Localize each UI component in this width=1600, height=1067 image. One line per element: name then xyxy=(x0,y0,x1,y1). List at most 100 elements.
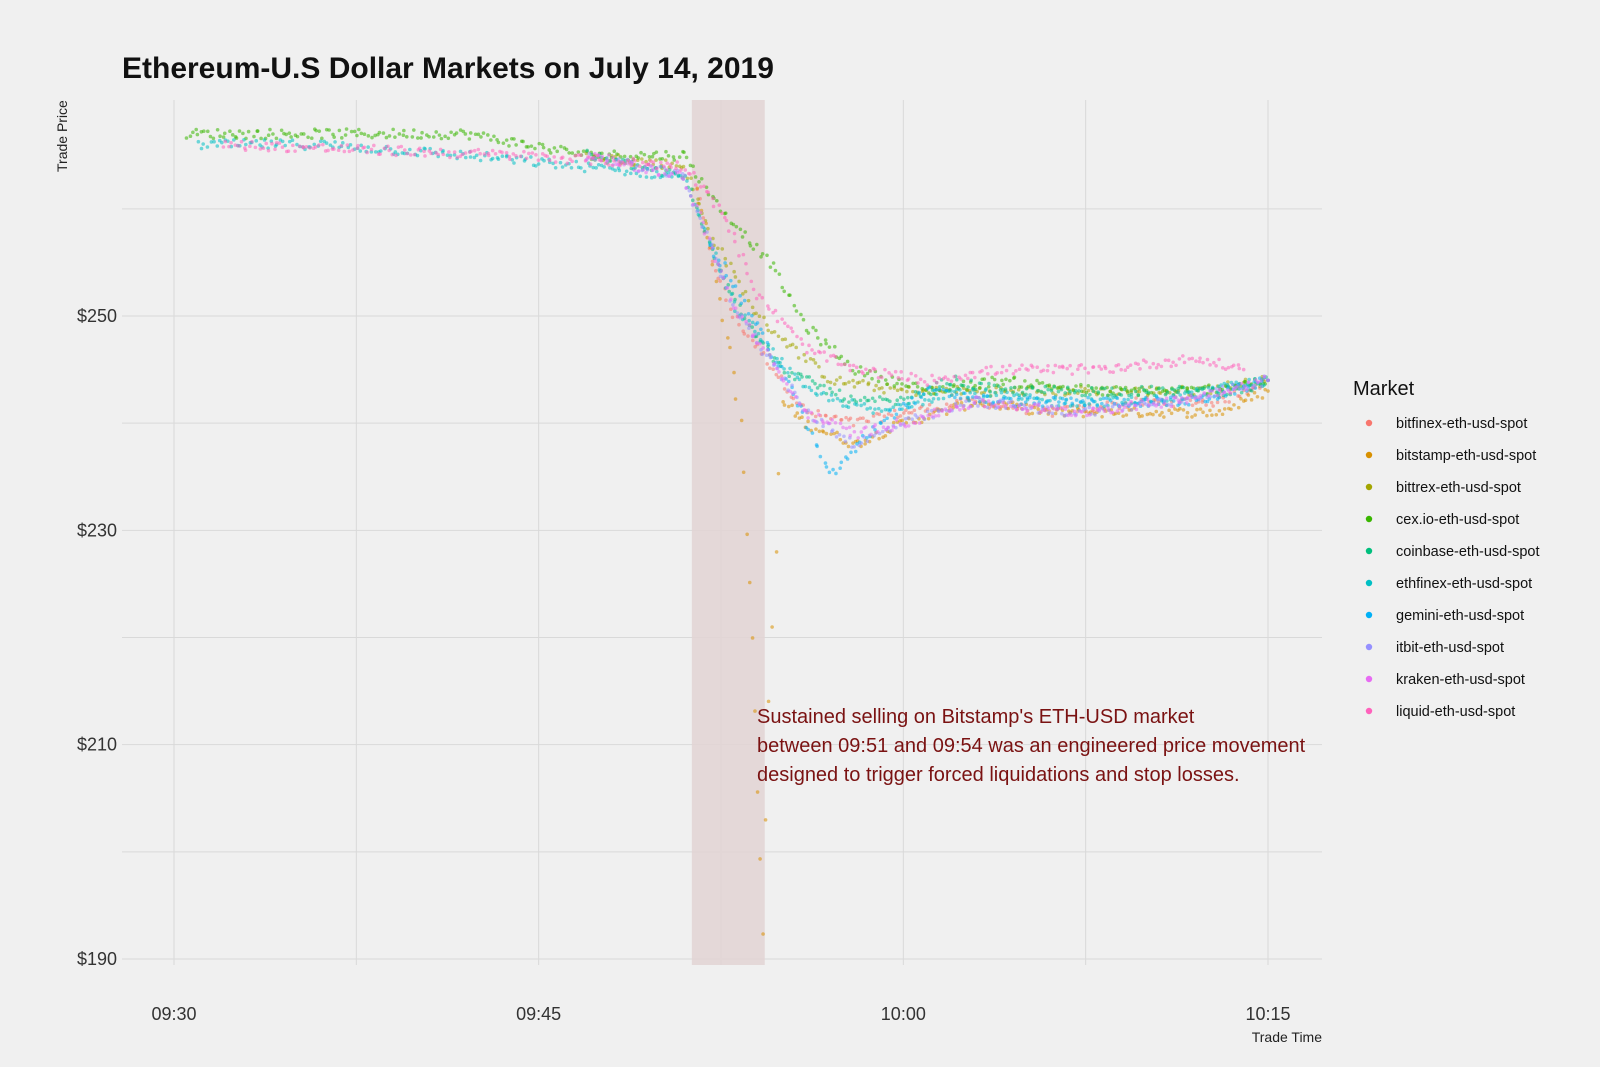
data-point xyxy=(716,246,720,251)
data-point xyxy=(853,372,857,376)
data-point xyxy=(918,377,923,382)
data-point xyxy=(873,367,877,372)
data-point xyxy=(431,135,436,139)
data-point xyxy=(843,381,848,386)
data-point xyxy=(328,143,333,147)
data-point xyxy=(1171,360,1175,365)
data-point xyxy=(1193,396,1197,401)
data-point xyxy=(246,129,251,134)
data-point xyxy=(818,350,823,355)
data-point xyxy=(644,175,649,179)
data-point xyxy=(782,289,787,294)
data-point xyxy=(858,416,863,421)
data-point xyxy=(1210,385,1215,390)
data-point xyxy=(716,262,721,267)
data-point xyxy=(973,375,977,380)
data-point xyxy=(958,396,963,401)
data-point xyxy=(336,148,341,153)
data-point xyxy=(362,132,367,137)
data-point xyxy=(723,261,727,265)
data-point xyxy=(768,355,773,360)
data-point xyxy=(700,225,704,229)
data-point xyxy=(828,354,833,358)
data-point xyxy=(1242,384,1247,389)
data-point xyxy=(1220,412,1225,417)
data-point xyxy=(769,330,774,335)
data-point xyxy=(809,410,814,415)
data-point xyxy=(806,408,811,413)
data-point xyxy=(1201,410,1205,415)
data-point xyxy=(685,179,689,183)
data-point xyxy=(1157,386,1161,391)
data-point xyxy=(317,129,322,133)
data-point xyxy=(652,175,657,179)
data-point xyxy=(1149,390,1154,395)
data-point xyxy=(1086,383,1091,388)
data-point xyxy=(522,149,526,154)
data-point xyxy=(1113,411,1118,416)
data-point xyxy=(774,372,779,377)
data-point xyxy=(1215,400,1220,405)
data-point xyxy=(760,252,765,256)
data-point xyxy=(1017,404,1022,408)
data-point xyxy=(1194,359,1198,363)
data-point xyxy=(923,398,927,402)
data-point xyxy=(778,360,782,365)
data-point xyxy=(1064,398,1068,402)
data-point xyxy=(776,375,781,380)
y-tick-label: $190 xyxy=(77,949,117,969)
data-point xyxy=(981,393,986,398)
data-point xyxy=(1039,410,1043,415)
data-point xyxy=(1053,363,1058,368)
data-point xyxy=(1214,364,1218,368)
data-point xyxy=(1108,370,1112,374)
data-point xyxy=(750,320,755,325)
data-point xyxy=(919,395,924,400)
data-point xyxy=(806,331,811,335)
data-point xyxy=(209,140,214,144)
data-point xyxy=(1116,362,1121,367)
data-point xyxy=(201,142,205,146)
data-point xyxy=(666,153,671,158)
data-point xyxy=(882,391,886,395)
data-point xyxy=(472,155,477,160)
series-bitfinex-eth-usd-spot xyxy=(695,187,1270,428)
data-point xyxy=(731,303,735,307)
data-point xyxy=(274,140,279,145)
data-point xyxy=(733,239,737,244)
data-point xyxy=(780,285,785,290)
data-point xyxy=(373,133,377,138)
data-point xyxy=(1162,398,1167,403)
data-point xyxy=(1062,401,1067,406)
data-point xyxy=(628,171,633,176)
data-point xyxy=(986,399,991,403)
y-tick-label: $210 xyxy=(77,735,117,755)
data-point xyxy=(617,168,622,173)
data-point xyxy=(242,137,246,142)
data-point xyxy=(895,415,900,420)
data-point xyxy=(985,394,989,399)
data-point xyxy=(324,141,329,145)
data-point xyxy=(944,412,949,417)
data-point xyxy=(737,322,741,327)
data-point xyxy=(903,417,908,421)
data-point xyxy=(479,135,483,139)
data-point xyxy=(429,151,433,156)
data-point xyxy=(952,374,957,379)
data-point xyxy=(740,315,745,319)
data-point xyxy=(988,394,993,398)
data-point xyxy=(1214,386,1218,391)
data-point xyxy=(896,376,901,380)
data-point xyxy=(869,432,873,437)
data-point xyxy=(1158,413,1162,417)
data-point xyxy=(1154,365,1159,370)
data-point xyxy=(1091,406,1096,411)
data-point xyxy=(961,406,966,411)
data-point xyxy=(1084,390,1089,395)
data-point xyxy=(1079,362,1084,367)
data-point xyxy=(274,136,279,141)
data-point xyxy=(821,430,826,434)
data-point xyxy=(1020,363,1024,367)
data-point xyxy=(1005,390,1009,395)
data-point xyxy=(633,159,637,163)
